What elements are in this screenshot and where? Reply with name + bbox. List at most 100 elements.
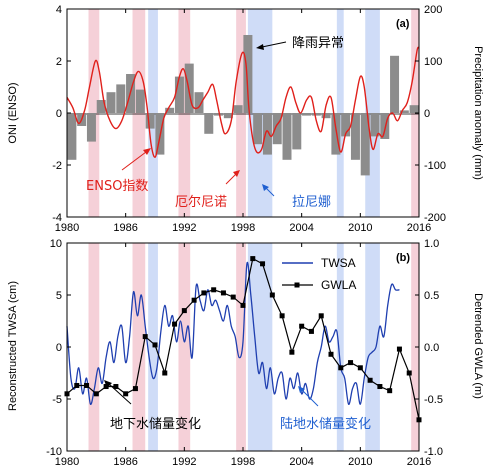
precip-bar <box>67 113 77 160</box>
gwla-point <box>211 287 217 293</box>
precip-bar <box>174 76 184 113</box>
gwla-point <box>318 313 324 319</box>
panel-a-x-tick-label: 1992 <box>172 222 196 234</box>
gwla-point <box>181 308 187 314</box>
panel-a-x-tick-label: 1998 <box>231 222 255 234</box>
precip-bar <box>86 113 96 142</box>
panel-b-label: (b) <box>396 252 410 264</box>
panel-a-y2-tick-label: 100 <box>424 56 442 68</box>
gwla-point <box>260 261 266 267</box>
panel-b-y-tick-label: 5 <box>56 290 62 302</box>
panel-b-y-tick-label: 10 <box>50 238 62 250</box>
panel-b-x-tick-label: 2010 <box>348 456 372 468</box>
precip-bar <box>282 113 292 160</box>
terrestrial-annotation-text: 陆地水储量变化 <box>280 416 371 432</box>
precip-bar <box>165 107 175 113</box>
panel-a-y-ticks: -4 -2 0 2 4 <box>52 4 71 224</box>
gwla-point <box>338 365 344 371</box>
panel-b-el-nino-band <box>178 243 191 451</box>
gwla-point <box>93 391 99 397</box>
gwla-point <box>220 290 226 296</box>
enso-annotation-text: ENSO指数 <box>86 179 148 194</box>
panel-a-y2-tick-label: 200 <box>424 4 442 16</box>
precip-bar <box>380 113 390 139</box>
gwla-point <box>142 334 148 340</box>
panel-a-y-tick-label: 4 <box>56 4 62 16</box>
precip-bar <box>341 113 351 137</box>
panel-b-y2-tick-label: 1.0 <box>424 238 439 250</box>
precip-bar <box>321 113 331 119</box>
panel-b-la-nina-band <box>247 243 273 451</box>
gwla-point <box>191 297 197 303</box>
panel-b-la-nina-band <box>336 243 344 451</box>
gwla-point <box>387 388 393 394</box>
gwla-point <box>74 382 80 388</box>
panel-a-label: (a) <box>396 18 410 30</box>
gwla-point <box>377 384 383 390</box>
panel-a-el-nino-band <box>178 9 191 217</box>
precip-bar <box>370 113 380 137</box>
gwla-point <box>84 382 90 388</box>
panel-b-x-tick-label: 1992 <box>172 456 196 468</box>
panel-b-x-tick-label: 1998 <box>231 456 255 468</box>
la-nina-annotation: 拉尼娜 <box>262 184 331 210</box>
el-nino-annotation: 厄尔尼诺 <box>175 170 240 210</box>
precip-bar <box>243 35 253 113</box>
gwla-point <box>152 342 158 348</box>
panel-b-x-tick-label: 2016 <box>407 456 431 468</box>
panel-b-y-ticks: -10 -5 0 5 10 <box>46 238 71 458</box>
panel-a-x-tick-label: 1980 <box>55 222 79 234</box>
panel-b-el-nino-band <box>88 243 100 451</box>
precip-bar <box>292 113 302 150</box>
precip-bar <box>331 113 341 155</box>
panel-b-x-ticks: 1980 1986 1992 1998 2004 2010 2016 <box>55 243 431 468</box>
precip-bar <box>302 113 312 116</box>
precip-bar <box>350 113 360 160</box>
gwla-point <box>279 313 285 319</box>
panel-b-y2-tick-label: 0.0 <box>424 342 439 354</box>
precip-bar <box>360 113 370 176</box>
precip-bar <box>399 110 409 113</box>
panel-b-y-tick-label: -5 <box>52 394 62 406</box>
panel-a-y2-tick-label: -100 <box>424 160 446 172</box>
panel-b-x-tick-label: 1980 <box>55 456 79 468</box>
gwla-point <box>357 365 363 371</box>
precip-bar <box>116 84 126 113</box>
groundwater-annotation: 地下水储量变化 <box>104 380 201 432</box>
panel-b-el-nino-band <box>132 243 146 451</box>
panel-b-ylabel: Reconstructed TWSA (cm) <box>7 281 19 411</box>
precip-bar <box>145 113 155 129</box>
panel-b-x-tick-label: 2004 <box>289 456 313 468</box>
gwla-point <box>103 384 109 390</box>
gwla-point <box>289 349 295 355</box>
panel-b-gwla-markers <box>64 256 422 423</box>
panel-b-y2label: Detrended GWLA (m) <box>472 293 484 399</box>
panel-b-y2-tick-label: 0.5 <box>424 290 439 302</box>
precip-bar <box>233 105 243 113</box>
la-nina-annotation-text: 拉尼娜 <box>292 195 331 210</box>
precip-bar <box>194 92 204 113</box>
panel-a-y-tick-label: 0 <box>56 108 62 120</box>
precip-bar <box>214 113 224 116</box>
precip-bar <box>135 89 145 113</box>
gwla-point <box>308 328 314 334</box>
precip-bar <box>204 113 214 134</box>
gwla-point <box>162 370 168 376</box>
panel-a-x-tick-label: 2010 <box>348 222 372 234</box>
precip-bar <box>106 92 116 113</box>
panel-a-x-tick-label: 2016 <box>407 222 431 234</box>
groundwater-annotation-text: 地下水储量变化 <box>110 416 201 432</box>
panel-b-legend: TWSA GWLA <box>282 256 356 292</box>
panel-a-y2label: Precipitation anomaly (mm) <box>472 46 484 180</box>
gwla-point <box>396 346 402 352</box>
enso-annotation: ENSO指数 <box>86 148 151 194</box>
gwla-point <box>406 370 412 376</box>
precip-bar <box>272 113 282 145</box>
precip-bar <box>409 105 419 113</box>
gwla-point <box>348 360 354 366</box>
panel-b-y2-tick-label: -0.5 <box>424 394 443 406</box>
precip-bar <box>390 55 400 113</box>
precip-annotation: 降雨异常 <box>256 36 344 51</box>
gwla-point <box>269 292 275 298</box>
